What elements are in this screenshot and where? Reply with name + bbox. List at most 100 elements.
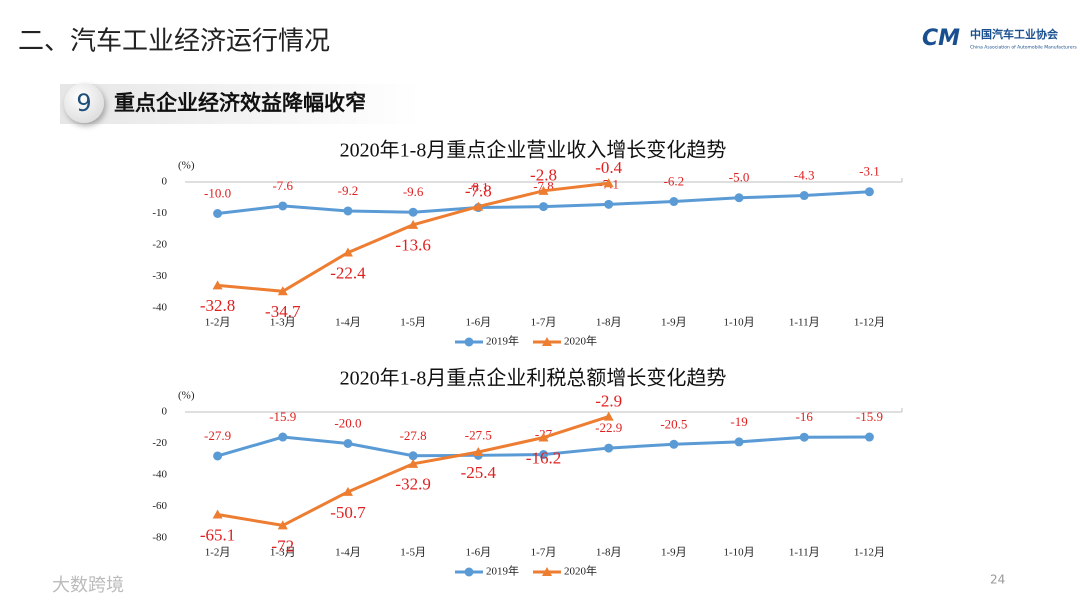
x-tick-label: 1-8月 [596, 317, 622, 329]
data-label: -3.1 [859, 164, 880, 179]
marker [473, 201, 484, 211]
x-tick-label: 1-5月 [400, 547, 426, 559]
data-label: -0.4 [595, 158, 622, 177]
x-tick-label: 1-7月 [531, 547, 557, 559]
x-tick-label: 1-6月 [465, 317, 491, 329]
legend-label: 2020年 [564, 564, 597, 578]
section-number: 9 [76, 89, 91, 117]
y-tick-label: -20 [152, 437, 167, 449]
y-tick-label: -30 [152, 270, 167, 282]
marker [408, 207, 418, 217]
marker [538, 432, 549, 442]
x-tick-label: 1-11月 [789, 317, 820, 329]
y-tick-label: -80 [152, 532, 167, 544]
data-label: -9.2 [338, 183, 359, 198]
marker [604, 199, 614, 209]
marker [278, 432, 288, 442]
marker [342, 247, 353, 257]
data-label: -16 [796, 409, 814, 424]
x-tick-label: 1-8月 [596, 547, 622, 559]
marker [277, 520, 288, 530]
marker [604, 443, 614, 453]
marker [539, 450, 548, 460]
marker [799, 191, 809, 201]
data-label: -32.9 [395, 475, 430, 494]
data-label: -4.3 [794, 168, 815, 183]
data-label: -20.0 [334, 415, 361, 430]
legend-marker [464, 567, 474, 577]
chart-title: 2020年1-8月重点企业营业收入增长变化趋势 [340, 139, 727, 162]
y-tick-label: -20 [152, 239, 167, 251]
watermark: 大数跨境 [52, 575, 124, 596]
data-label: -2.9 [595, 391, 622, 410]
marker [603, 411, 614, 421]
x-tick-label: 1-5月 [400, 317, 426, 329]
data-label: -22.9 [595, 420, 622, 435]
section-badge [64, 83, 104, 123]
marker [343, 439, 353, 448]
marker [213, 209, 223, 218]
marker [538, 185, 549, 195]
data-label: -25.4 [461, 463, 497, 482]
marker [799, 432, 809, 442]
data-label: -34.7 [265, 302, 301, 321]
legend-label: 2019年 [486, 564, 519, 578]
marker [342, 486, 353, 496]
data-label: -7.8 [465, 181, 492, 200]
y-tick-label: -10 [152, 207, 167, 219]
data-label: -50.7 [330, 503, 366, 522]
marker [408, 458, 419, 468]
data-label: -20.5 [660, 416, 687, 431]
marker [213, 451, 223, 461]
marker [473, 447, 484, 457]
x-tick-label: 1-4月 [335, 547, 361, 559]
data-label: -13.6 [395, 236, 430, 255]
x-tick-label: 1-7月 [531, 317, 557, 329]
section-band [60, 84, 420, 124]
section-title: 重点企业经济效益降幅收窄 [114, 91, 366, 115]
data-label: -27.9 [204, 428, 231, 443]
data-label: -8.1 [468, 179, 489, 194]
data-label: -72 [271, 536, 294, 555]
data-label: -32.8 [200, 296, 235, 315]
x-tick-label: 1-10月 [723, 547, 754, 559]
marker [734, 193, 744, 203]
data-label: -19 [730, 414, 747, 429]
x-tick-label: 1-6月 [465, 547, 491, 559]
x-tick-label: 1-11月 [789, 547, 820, 559]
x-tick-label: 1-2月 [205, 317, 231, 329]
x-tick-label: 1-12月 [854, 317, 885, 329]
page-number: 24 [990, 573, 1005, 587]
data-label: -27.5 [465, 427, 492, 442]
legend-label: 2019年 [486, 334, 519, 348]
slide-title: 二、汽车工业经济运行情况 [18, 27, 330, 57]
marker [669, 197, 679, 207]
data-label: -27.8 [400, 428, 427, 443]
marker [669, 439, 679, 449]
data-label: -65.1 [200, 525, 235, 544]
legend-marker [542, 567, 552, 576]
data-label: -10.0 [204, 185, 231, 200]
y-unit: (%) [178, 390, 195, 402]
x-tick-label: 1-9月 [661, 547, 687, 559]
marker [343, 206, 353, 216]
marker [864, 187, 874, 197]
x-tick-label: 1-3月 [270, 547, 296, 559]
x-tick-label: 1-12月 [854, 547, 885, 559]
data-label: -15.9 [856, 409, 883, 424]
marker [278, 201, 288, 211]
data-label: -16.2 [526, 448, 561, 467]
y-tick-label: 0 [162, 176, 168, 188]
x-tick-label: 1-2月 [205, 547, 231, 559]
y-tick-label: -40 [152, 302, 167, 314]
y-tick-label: -60 [152, 500, 167, 512]
marker [277, 286, 288, 296]
x-tick-label: 1-4月 [335, 317, 361, 329]
marker [408, 219, 419, 229]
data-label: -22.4 [330, 263, 366, 282]
legend-marker [464, 337, 474, 347]
logo-subtext: China Association of Automobile Manufact… [970, 45, 1077, 51]
y-tick-label: 0 [162, 406, 168, 418]
legend-label: 2020年 [564, 334, 597, 348]
